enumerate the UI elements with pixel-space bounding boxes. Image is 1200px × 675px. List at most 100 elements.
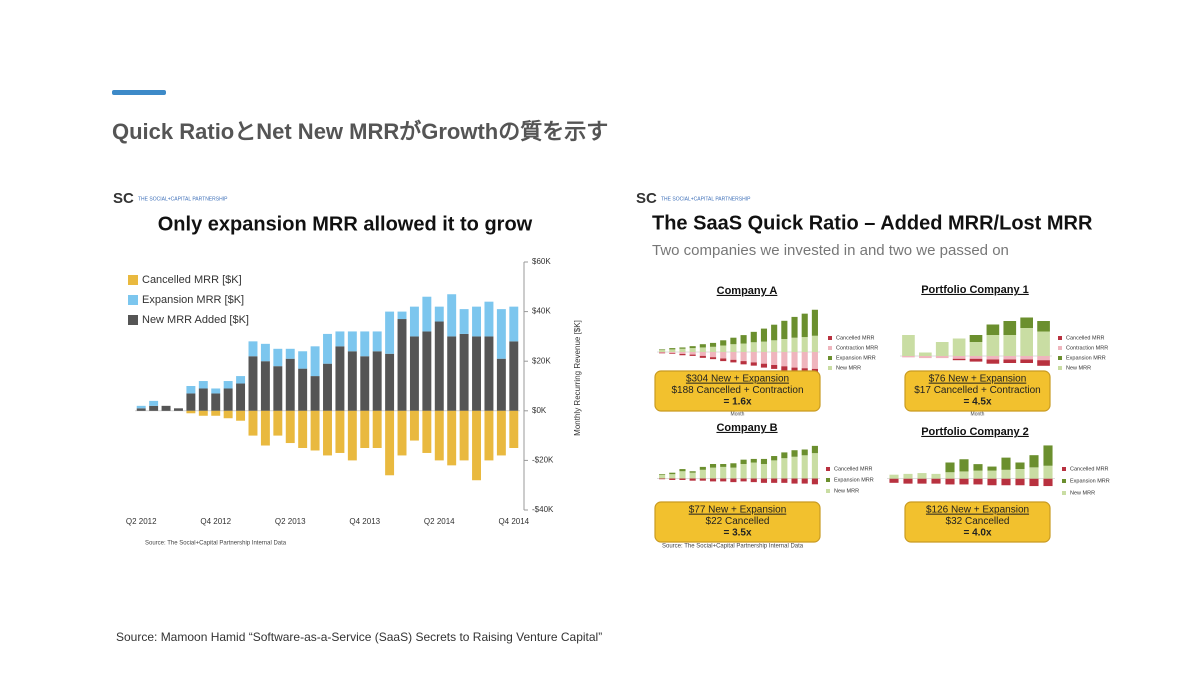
bar-segment bbox=[689, 346, 696, 349]
bar-segment bbox=[298, 410, 308, 448]
legend-label: New MRR bbox=[1070, 490, 1095, 496]
bar-segment bbox=[1003, 335, 1017, 356]
y-tick-label: -$20K bbox=[532, 456, 554, 465]
bar-segment bbox=[1037, 321, 1050, 332]
bar-segment bbox=[771, 456, 778, 461]
bar-segment bbox=[771, 324, 778, 341]
bar-segment bbox=[409, 306, 419, 337]
bar-segment bbox=[447, 294, 457, 337]
bar-segment bbox=[459, 333, 469, 411]
bar-segment bbox=[935, 356, 949, 359]
legend-swatch bbox=[828, 336, 832, 340]
bar-segment bbox=[791, 352, 798, 368]
legend-swatch bbox=[1058, 366, 1062, 370]
bar-segment bbox=[811, 445, 818, 454]
bar-segment bbox=[310, 410, 320, 451]
bar-segment bbox=[459, 309, 469, 334]
legend-label: Cancelled MRR [$K] bbox=[142, 274, 242, 286]
legend-swatch bbox=[826, 478, 830, 482]
bar-segment bbox=[720, 352, 727, 359]
bar-segment bbox=[397, 319, 407, 411]
chart-title: Portfolio Company 2 bbox=[921, 426, 1029, 438]
bar-segment bbox=[1003, 356, 1017, 360]
bar-segment bbox=[1015, 469, 1025, 479]
bar-segment bbox=[1020, 328, 1033, 356]
bar-segment bbox=[1020, 359, 1033, 363]
bar-segment bbox=[149, 405, 159, 411]
ratio-text: = 3.5x bbox=[723, 528, 752, 539]
ratio-text: $76 New + Expansion bbox=[929, 374, 1027, 385]
bar-segment bbox=[659, 350, 666, 352]
bar-segment bbox=[434, 321, 444, 411]
bar-segment bbox=[760, 328, 768, 342]
x-tick-label: Q2 2013 bbox=[275, 517, 306, 526]
bar-segment bbox=[730, 478, 737, 483]
bar-segment bbox=[273, 366, 283, 411]
legend-swatch bbox=[128, 275, 138, 285]
bar-segment bbox=[811, 335, 818, 352]
bar-segment bbox=[750, 362, 757, 366]
bar-segment bbox=[1015, 462, 1025, 469]
bar-segment bbox=[699, 469, 706, 479]
bar-segment bbox=[730, 344, 737, 352]
bar-segment bbox=[959, 459, 969, 472]
bar-segment bbox=[699, 478, 706, 481]
bar-segment bbox=[945, 478, 955, 485]
bar-segment bbox=[669, 353, 676, 354]
legend-label: New MRR bbox=[836, 365, 861, 371]
bar-segment bbox=[720, 478, 727, 482]
bar-segment bbox=[186, 393, 196, 411]
bar-segment bbox=[781, 452, 788, 459]
bar-segment bbox=[952, 358, 966, 361]
bar-segment bbox=[679, 347, 686, 349]
bar-segment bbox=[659, 474, 666, 479]
bar-segment bbox=[447, 336, 457, 411]
legend-label: Expansion MRR bbox=[1066, 355, 1106, 361]
bar-segment bbox=[679, 353, 686, 356]
bar-segment bbox=[149, 400, 159, 406]
bar-segment bbox=[447, 410, 457, 466]
bar-segment bbox=[760, 363, 768, 368]
bar-segment bbox=[484, 410, 494, 461]
bar-segment bbox=[781, 339, 788, 352]
bar-segment bbox=[323, 410, 332, 456]
bar-segment bbox=[931, 478, 941, 484]
bar-segment bbox=[740, 335, 747, 344]
bar-segment bbox=[273, 348, 283, 367]
bar-segment bbox=[699, 355, 706, 358]
y-axis-label: Monthly Recurring Revenue [$K] bbox=[573, 320, 582, 436]
bar-segment bbox=[509, 306, 519, 342]
bar-segment bbox=[720, 345, 727, 352]
legend-swatch bbox=[828, 346, 832, 350]
y-tick-label: $40K bbox=[532, 307, 551, 316]
bar-segment bbox=[659, 352, 666, 354]
bar-segment bbox=[760, 458, 768, 464]
legend-label: Expansion MRR [$K] bbox=[142, 294, 244, 306]
bar-segment bbox=[709, 464, 717, 468]
bar-segment bbox=[198, 410, 208, 416]
bar-segment bbox=[211, 410, 221, 416]
bar-segment bbox=[945, 462, 955, 473]
legend-swatch bbox=[1062, 479, 1066, 483]
bar-segment bbox=[689, 471, 696, 473]
legend-swatch bbox=[1058, 346, 1062, 350]
bar-segment bbox=[771, 365, 778, 369]
bar-segment bbox=[986, 324, 1000, 335]
ratio-text: $188 Cancelled + Contraction bbox=[671, 385, 803, 396]
legend-swatch bbox=[128, 315, 138, 325]
bar-segment bbox=[919, 352, 932, 356]
bar-segment bbox=[986, 356, 1000, 360]
legend-label: Contraction MRR bbox=[836, 345, 878, 351]
bar-segment bbox=[198, 381, 208, 389]
bar-segment bbox=[323, 333, 332, 364]
bar-segment bbox=[750, 342, 757, 352]
bar-segment bbox=[945, 472, 955, 479]
bar-segment bbox=[709, 478, 717, 482]
bar-segment bbox=[360, 331, 370, 357]
bar-segment bbox=[1043, 445, 1053, 466]
bar-segment bbox=[952, 338, 966, 356]
bar-segment bbox=[986, 335, 1000, 356]
panel-title: The SaaS Quick Ratio – Added MRR/Lost MR… bbox=[652, 212, 1093, 234]
bar-segment bbox=[959, 471, 969, 479]
bar-segment bbox=[791, 450, 798, 457]
